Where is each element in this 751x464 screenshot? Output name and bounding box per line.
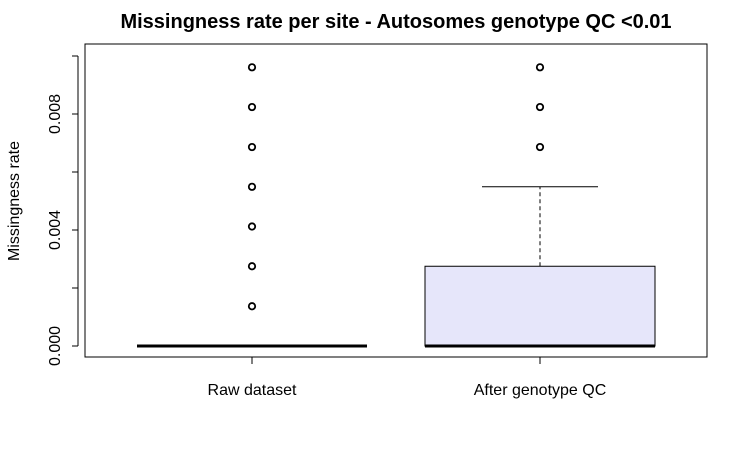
outlier-0-1 bbox=[247, 262, 257, 271]
x-axis: Raw dataset After genotype QC bbox=[208, 356, 607, 399]
outlier-1-2 bbox=[535, 63, 545, 72]
y-tick-label-2: 0.008 bbox=[47, 94, 64, 134]
boxes bbox=[137, 63, 656, 348]
outlier-0-2 bbox=[247, 222, 257, 231]
outlier-0-3 bbox=[247, 182, 257, 191]
box-1 bbox=[424, 63, 656, 348]
outlier-1-1 bbox=[535, 102, 545, 112]
outlier-1-0 bbox=[535, 142, 545, 152]
chart-title: Missingness rate per site - Autosomes ge… bbox=[120, 11, 671, 33]
y-tick-label-0: 0.000 bbox=[47, 326, 64, 366]
y-tick-label-1: 0.004 bbox=[47, 210, 64, 250]
x-tick-label-0: Raw dataset bbox=[208, 382, 297, 399]
y-axis: 0.000 0.004 0.008 bbox=[47, 55, 79, 366]
y-axis-label: Missingness rate bbox=[6, 141, 23, 261]
outlier-0-5 bbox=[247, 102, 257, 112]
box-0 bbox=[137, 63, 367, 348]
outlier-0-0 bbox=[247, 302, 257, 311]
x-tick-label-1: After genotype QC bbox=[474, 382, 607, 399]
outlier-0-4 bbox=[247, 142, 257, 152]
outlier-0-6 bbox=[247, 63, 257, 72]
box-rect-1 bbox=[424, 265, 656, 347]
